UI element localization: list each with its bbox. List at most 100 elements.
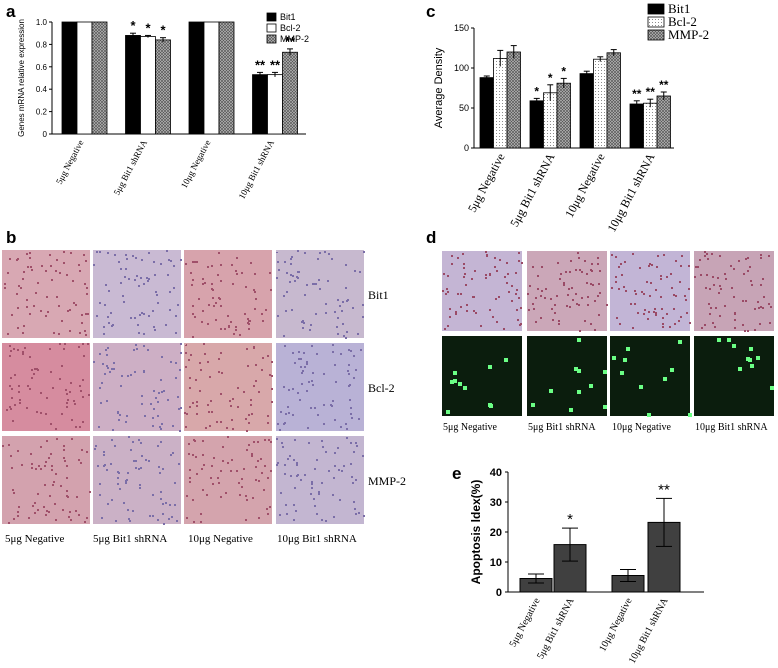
histology-tile-b-1-1	[93, 343, 181, 431]
tile-speckle	[442, 336, 444, 338]
y-tick-label-a: 0	[43, 130, 48, 139]
tile-speckle	[93, 343, 95, 345]
bar-a-Bcl-2-0	[76, 21, 93, 135]
bar-c-MMP-2-2	[606, 52, 621, 149]
panel-letter-e: e	[452, 464, 462, 483]
sig-mark-c: **	[632, 87, 642, 101]
histology-tile-d-top-0	[442, 251, 522, 331]
histology-tile-b-0-1	[93, 250, 181, 338]
sig-mark-e: **	[658, 481, 670, 498]
x-category-label-e: 10μg Bit1 shRNA	[627, 596, 671, 666]
bar-a-MMP-2-3	[282, 51, 298, 135]
bar-c-Bit1-3	[629, 103, 644, 149]
histology-tile-b-0-2	[184, 250, 272, 338]
col-label-b: 5μg Bit1 shRNA	[93, 533, 168, 545]
bar-c-Bcl-2-0	[493, 58, 508, 149]
histology-tile-b-2-2	[184, 436, 272, 524]
row-label-b: Bcl-2	[368, 381, 395, 395]
tile-speckle	[610, 251, 612, 253]
y-tick-label-e: 10	[490, 557, 502, 569]
tile-speckle	[276, 436, 278, 438]
fluorescence-tile-d-2	[610, 336, 690, 416]
tile-speckle	[2, 343, 4, 345]
tile-speckle	[694, 251, 696, 253]
bar-a-MMP-2-1	[155, 39, 171, 135]
y-tick-label-e: 30	[490, 497, 502, 509]
legend-swatch-c	[647, 3, 665, 15]
sig-mark-c: **	[646, 85, 656, 99]
bar-a-Bcl-2-2	[203, 21, 220, 135]
sig-mark-c: *	[548, 71, 553, 85]
bar-c-MMP-2-0	[506, 51, 521, 149]
panel-letter-b: b	[6, 228, 17, 247]
bar-c-Bit1-0	[479, 77, 494, 149]
y-tick-label-a: 0.6	[36, 63, 48, 72]
x-category-label-c: 10μg Negative	[562, 151, 608, 220]
tile-speckle	[184, 343, 186, 345]
panel-letter-c: c	[426, 2, 436, 21]
bar-a-MMP-2-2	[218, 21, 235, 135]
y-tick-label-a: 0.2	[36, 108, 48, 117]
x-category-label-e: 5μg Bit1 shRNA	[535, 596, 577, 662]
bar-a-Bcl-2-3	[267, 74, 283, 135]
tile-speckle	[93, 436, 95, 438]
legend-swatch-a	[266, 23, 277, 33]
bar-c-MMP-2-1	[556, 82, 571, 149]
y-tick-label-a: 0.4	[36, 85, 48, 94]
tile-speckle	[184, 250, 186, 252]
bar-c-Bcl-2-2	[593, 58, 608, 149]
sig-mark-a: **	[270, 57, 281, 72]
fluorescence-tile-d-3	[694, 336, 774, 416]
y-tick-label-c: 50	[459, 103, 469, 113]
y-tick-label-c: 150	[454, 23, 469, 33]
histology-tile-d-top-2	[610, 251, 690, 331]
sig-mark-a: *	[130, 18, 136, 33]
histology-tile-b-1-2	[184, 343, 272, 431]
legend-label-c: Bcl-2	[668, 14, 697, 29]
legend-label-a: MMP-2	[280, 34, 309, 44]
bar-c-Bit1-2	[579, 73, 594, 149]
sig-mark-e: *	[567, 511, 573, 528]
tile-speckle	[93, 250, 95, 252]
col-label-b: 5μg Negative	[5, 533, 65, 545]
col-label-d: 10μg Bit1 shRNA	[695, 422, 768, 433]
panel-letter-a: a	[6, 2, 16, 21]
y-axis-label-e: Apoptosis ldex(%)	[469, 480, 483, 585]
tile-speckle	[276, 250, 278, 252]
legend-swatch-c	[647, 29, 665, 41]
tile-speckle	[184, 436, 186, 438]
x-category-label-a: 5μg Negative	[54, 138, 86, 186]
histology-tile-d-top-3	[694, 251, 774, 331]
tile-speckle	[610, 336, 612, 338]
bar-a-Bit1-3	[252, 74, 268, 135]
histology-tile-b-2-1	[93, 436, 181, 524]
col-label-b: 10μg Bit1 shRNA	[277, 533, 357, 545]
legend-label-c: Bit1	[668, 1, 690, 16]
legend-swatch-a	[266, 34, 277, 44]
fluorescence-tile-d-1	[527, 336, 607, 416]
y-axis-label-a: Genes mRNA relative expression	[17, 19, 26, 137]
x-category-label-c: 5μg Negative	[465, 151, 508, 215]
sig-mark-c: *	[561, 64, 566, 78]
y-tick-label-c: 0	[464, 143, 469, 153]
tile-speckle	[527, 336, 529, 338]
sig-mark-a: **	[285, 34, 296, 49]
x-category-label-c: 5μg Bit1 shRNA	[507, 151, 558, 229]
row-label-b: Bit1	[368, 288, 389, 302]
bar-c-MMP-2-3	[656, 95, 671, 149]
legend-swatch-c	[647, 16, 665, 28]
y-tick-label-a: 0.8	[36, 40, 48, 49]
x-category-label-e: 10μg Negative	[597, 596, 635, 654]
col-label-d: 5μg Bit1 shRNA	[528, 422, 596, 433]
sig-mark-a: *	[160, 23, 166, 38]
col-label-b: 10μg Negative	[188, 533, 253, 545]
bar-c-Bcl-2-3	[643, 102, 658, 149]
bar-a-MMP-2-0	[91, 21, 108, 135]
sig-mark-a: *	[145, 20, 151, 35]
y-tick-label-c: 100	[454, 63, 469, 73]
legend-label-a: Bit1	[280, 12, 296, 22]
tile-speckle	[527, 251, 529, 253]
col-label-d: 5μg Negative	[443, 422, 497, 433]
y-tick-label-a: 1.0	[36, 18, 48, 27]
histology-tile-d-top-1	[527, 251, 607, 331]
